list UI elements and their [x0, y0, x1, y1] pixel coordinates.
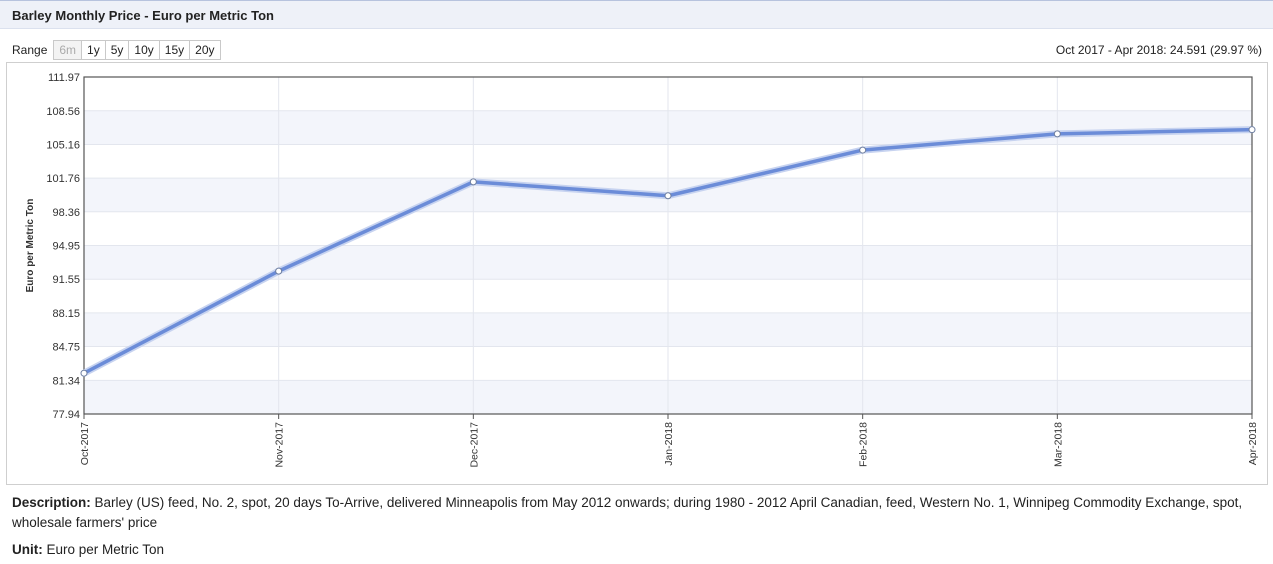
y-tick-label: 108.56: [46, 106, 80, 118]
x-tick-label: Oct-2017: [79, 422, 91, 465]
unit: Unit: Euro per Metric Ton: [12, 542, 164, 557]
y-tick-label: 111.97: [48, 72, 80, 84]
range-button-group: 6m 1y 5y 10y 15y 20y: [53, 40, 221, 60]
description: Description: Barley (US) feed, No. 2, sp…: [12, 493, 1262, 533]
data-point: [275, 267, 283, 275]
y-tick-label: 91.55: [52, 274, 80, 286]
range-label: Range: [12, 43, 48, 57]
y-tick-label: 98.36: [52, 207, 80, 219]
y-tick-label: 105.16: [46, 139, 80, 151]
range-20y-button[interactable]: 20y: [190, 41, 220, 59]
x-tick-label: Nov-2017: [274, 422, 286, 468]
chart-title: Barley Monthly Price - Euro per Metric T…: [12, 8, 274, 23]
data-point: [1053, 130, 1061, 138]
title-bar: Barley Monthly Price - Euro per Metric T…: [0, 0, 1273, 29]
description-text: Barley (US) feed, No. 2, spot, 20 days T…: [12, 495, 1243, 530]
data-point: [80, 369, 88, 377]
range-15y-button[interactable]: 15y: [159, 41, 191, 59]
range-6m-button[interactable]: 6m: [54, 41, 83, 59]
x-tick-label: Feb-2018: [858, 422, 870, 467]
range-10y-button[interactable]: 10y: [129, 41, 160, 59]
range-5y-button[interactable]: 5y: [105, 41, 130, 59]
range-1y-button[interactable]: 1y: [82, 41, 106, 59]
y-tick-label: 94.95: [52, 241, 80, 253]
x-tick-label: Apr-2018: [1247, 422, 1259, 465]
price-line-chart: 77.94 81.34 84.75 88.15 91.55 94.95 98.36 101.7…: [25, 72, 1259, 468]
data-point: [469, 178, 477, 186]
data-point: [1248, 126, 1256, 134]
y-tick-label: 84.75: [52, 342, 80, 354]
x-tick-label: Jan-2018: [663, 422, 675, 466]
data-point: [664, 192, 672, 200]
unit-text: Euro per Metric Ton: [46, 542, 165, 557]
y-tick-label: 88.15: [52, 308, 80, 320]
unit-label: Unit:: [12, 542, 43, 557]
description-label: Description:: [12, 495, 91, 510]
y-tick-label: 101.76: [46, 173, 80, 185]
data-point: [859, 146, 867, 154]
y-axis-label: Euro per Metric Ton: [25, 199, 36, 293]
y-tick-label: 81.34: [52, 375, 80, 387]
y-tick-label: 77.94: [52, 409, 80, 421]
range-selector: Range 6m 1y 5y 10y 15y 20y: [12, 40, 221, 60]
change-summary: Oct 2017 - Apr 2018: 24.591 (29.97 %): [1055, 43, 1262, 57]
x-tick-label: Mar-2018: [1052, 422, 1064, 467]
chart-frame: 77.94 81.34 84.75 88.15 91.55 94.95 98.36 101.7…: [6, 62, 1268, 485]
x-tick-label: Dec-2017: [468, 422, 480, 468]
